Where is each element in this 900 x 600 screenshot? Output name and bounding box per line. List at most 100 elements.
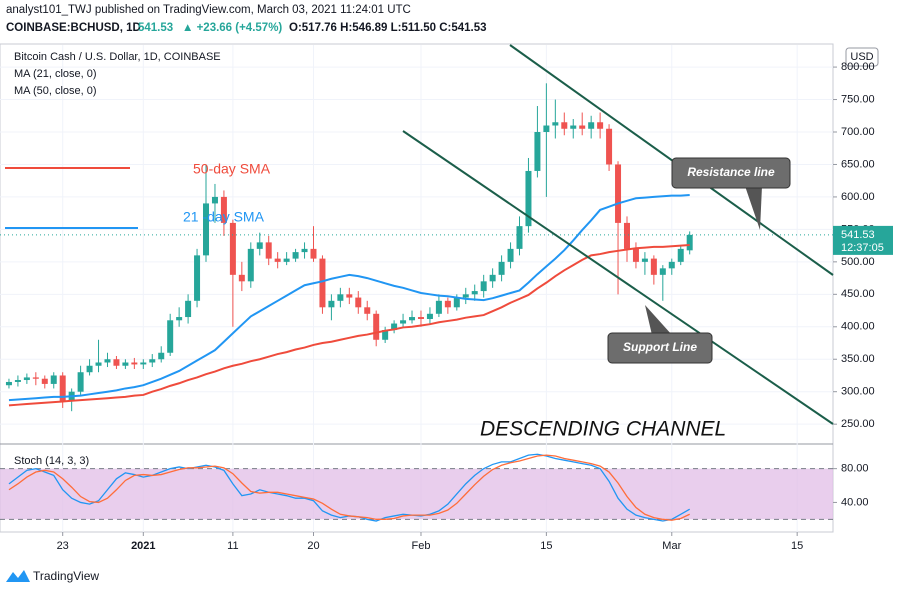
annotation: Support Line xyxy=(623,340,697,354)
candle-body xyxy=(41,378,48,384)
candle-body xyxy=(382,330,389,340)
candle-body xyxy=(632,248,639,262)
annotation: 21 -day SMA xyxy=(183,209,265,225)
symbol: COINBASE:BCHUSD, 1D xyxy=(6,22,141,34)
candle-body xyxy=(417,317,424,319)
candle-body xyxy=(426,313,433,319)
last-price: 541.53 xyxy=(841,229,875,241)
candle-body xyxy=(86,365,93,373)
candle-body xyxy=(149,359,156,363)
stoch-line xyxy=(8,454,690,521)
x-tick-label: Feb xyxy=(411,540,430,552)
candle-body xyxy=(319,258,326,308)
candle-body xyxy=(588,122,595,129)
candle-body xyxy=(543,125,550,133)
candle-body xyxy=(677,248,684,262)
candle-body xyxy=(498,261,505,275)
ma-line xyxy=(8,243,690,407)
candle-body xyxy=(140,362,147,365)
candle-body xyxy=(292,252,299,259)
candle-body xyxy=(301,248,308,253)
x-tick-label: 2021 xyxy=(131,540,155,552)
currency: USD xyxy=(850,51,873,63)
candle-body xyxy=(23,377,30,381)
candle-body xyxy=(561,122,568,129)
callout-box xyxy=(607,332,713,364)
candle-body xyxy=(167,320,174,353)
candle-body xyxy=(77,372,84,392)
brand: TradingView xyxy=(33,569,99,583)
candle-body xyxy=(489,274,496,282)
legend-title: Bitcoin Cash / U.S. Dollar, 1D, COINBASE xyxy=(14,51,221,63)
candle-body xyxy=(5,381,12,386)
ohlc: O:517.76 H:546.89 L:511.50 C:541.53 xyxy=(289,22,487,34)
callout-box xyxy=(671,157,791,189)
candle-body xyxy=(194,255,201,301)
annotation: 50-day SMA xyxy=(193,161,271,177)
y-tick-label: 80.00 xyxy=(841,463,869,475)
candle-body xyxy=(274,258,281,262)
candle-body xyxy=(176,317,183,321)
support-trendline xyxy=(402,130,834,425)
candle-body xyxy=(597,122,604,129)
y-tick-label: 300.00 xyxy=(841,386,875,398)
candle-body xyxy=(525,170,532,227)
candle-body xyxy=(659,268,666,275)
candle-body xyxy=(238,274,245,282)
y-tick-label: 650.00 xyxy=(841,158,875,170)
candle-body xyxy=(480,281,487,292)
change: ▲ +23.66 (+4.57%) xyxy=(182,22,282,34)
callout-pointer xyxy=(645,305,672,335)
candle-body xyxy=(256,242,263,249)
candle-body xyxy=(310,248,317,259)
candle-body xyxy=(158,352,165,360)
candle-body xyxy=(507,248,514,262)
y-tick-label: 250.00 xyxy=(841,418,875,430)
candle-body xyxy=(453,297,460,308)
candle-body xyxy=(391,323,398,331)
candle-body xyxy=(650,258,657,275)
plot-frame xyxy=(0,43,834,533)
candle-body xyxy=(462,294,469,298)
candle-body xyxy=(641,258,648,262)
ma-line xyxy=(8,193,690,402)
publish-line: analyst101_TWJ published on TradingView.… xyxy=(6,4,411,16)
candle-body xyxy=(471,291,478,295)
logo-icon xyxy=(6,570,30,582)
candle-body xyxy=(444,300,451,308)
x-tick-label: 20 xyxy=(307,540,319,552)
candle-body xyxy=(579,125,586,129)
candle-body xyxy=(409,317,416,321)
countdown: 12:37:05 xyxy=(841,242,884,254)
stoch-band xyxy=(0,468,833,520)
x-tick-label: 15 xyxy=(791,540,803,552)
candle-body xyxy=(373,313,380,340)
brand-logo: TradingView xyxy=(6,569,99,583)
candle-body xyxy=(32,377,39,379)
candle-body xyxy=(516,226,523,249)
candle-body xyxy=(185,300,192,318)
candle-body xyxy=(615,164,622,223)
x-tick-label: Mar xyxy=(662,540,681,552)
x-tick-label: 11 xyxy=(227,540,238,552)
candle-body xyxy=(400,320,407,324)
candle-body xyxy=(122,362,129,366)
y-tick-label: 350.00 xyxy=(841,353,875,365)
candle-body xyxy=(50,375,57,384)
candle-body xyxy=(265,242,272,259)
currency-box xyxy=(845,47,879,67)
candle-body xyxy=(668,261,675,269)
candle-body xyxy=(435,300,442,314)
candle-body xyxy=(328,300,335,308)
candle-body xyxy=(14,380,21,382)
y-tick-label: 700.00 xyxy=(841,126,875,138)
resistance-trendline xyxy=(509,44,834,276)
y-tick-label: 750.00 xyxy=(841,93,875,105)
y-tick-label: 40.00 xyxy=(841,496,869,508)
candle-body xyxy=(364,307,371,314)
candle-body xyxy=(355,297,362,308)
annotation: DESCENDING CHANNEL xyxy=(480,418,726,441)
candle-body xyxy=(686,234,693,251)
y-tick-label: 500.00 xyxy=(841,256,875,268)
